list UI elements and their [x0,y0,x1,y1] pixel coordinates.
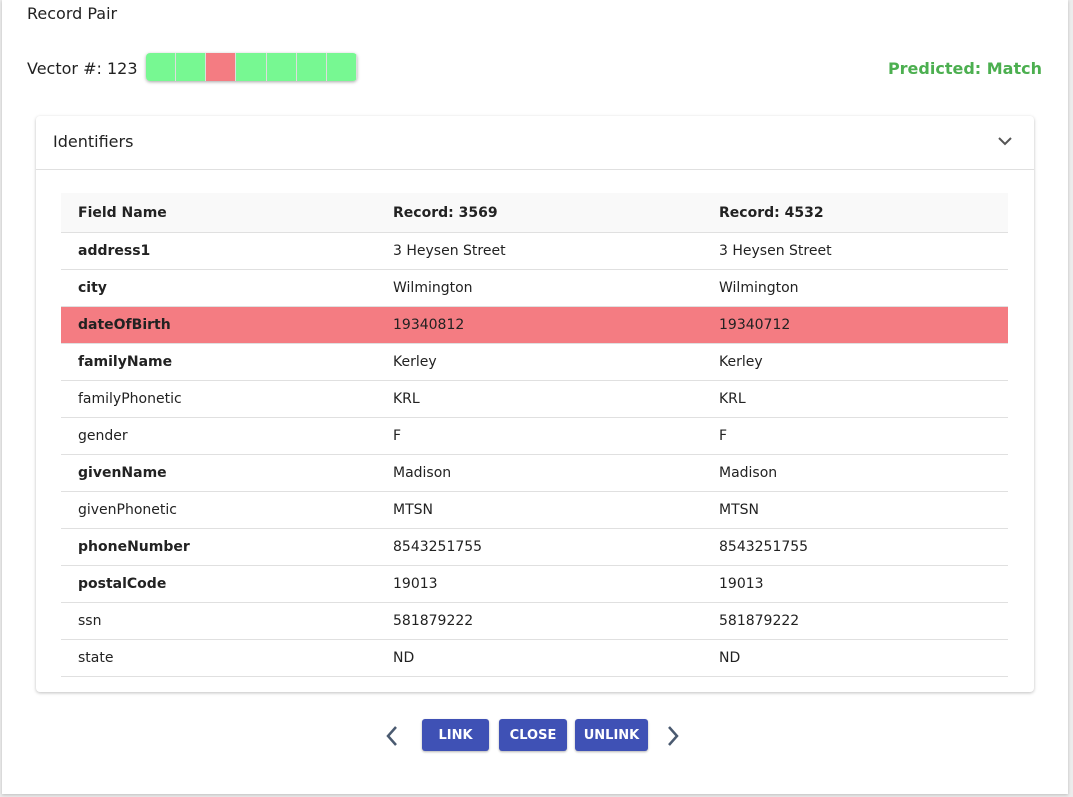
table-cell: 3 Heysen Street [719,243,832,259]
table-cell: 19340812 [393,317,465,333]
table-cell: 581879222 [719,613,800,629]
table-cell: city [78,280,107,296]
table-row: dateOfBirth 19340812 19340712 [61,307,1008,344]
prediction: Predicted: Match [887,59,1042,78]
table-cell: F [393,428,402,444]
table-cell: 19340712 [719,317,791,333]
table: Field Name Record: 3569 Record: 4532 addres… [61,193,1008,677]
vector-segment [326,53,357,81]
identifiers-panel: Identifiers Field Name Record: 3569 Record… [36,116,1034,692]
column-header: Field Name [78,205,167,221]
table-row: state ND ND [61,640,1008,677]
next-arrow[interactable] [665,725,681,747]
vector-segment [176,53,207,81]
table-cell: address1 [78,243,151,259]
table-row: familyPhonetic KRL KRL [61,381,1008,418]
table-cell: MTSN [393,502,433,518]
vector-segment [296,53,327,81]
table-cell: givenPhonetic [78,502,177,518]
divider [36,169,1034,170]
prev-arrow[interactable] [384,725,400,747]
table-cell: 3 Heysen Street [393,243,506,259]
table-row: postalCode 19013 19013 [61,566,1008,603]
table-cell: ND [393,650,415,666]
table-cell: Madison [719,465,778,481]
table-cell: gender [78,428,128,444]
table-row: givenName Madison Madison [61,455,1008,492]
table-row: address1 3 Heysen Street 3 Heysen Street [61,233,1008,270]
table-cell: Wilmington [719,280,799,296]
table-cell: familyPhonetic [78,391,182,407]
column-header: Record: 3569 [393,205,498,221]
table-row: ssn 581879222 581879222 [61,603,1008,640]
table-cell: 19013 [719,576,764,592]
action-button[interactable]: CLOSE [499,719,567,751]
action-button[interactable]: UNLINK [575,719,648,751]
table-cell: KRL [393,391,420,407]
chevron[interactable] [998,136,1012,146]
table-cell: dateOfBirth [78,317,171,333]
table-row: city Wilmington Wilmington [61,270,1008,307]
column-header: Record: 4532 [719,205,824,221]
table-row: gender F F [61,418,1008,455]
action-button[interactable]: LINK [422,719,489,751]
table-cell: KRL [719,391,746,407]
table-cell: phoneNumber [78,539,190,555]
table-cell: Madison [393,465,452,481]
table-cell: postalCode [78,576,167,592]
page-title: Record Pair [27,4,118,23]
table-cell: 19013 [393,576,438,592]
table-cell: Wilmington [393,280,473,296]
vector-segment [266,53,297,81]
table-row: familyName Kerley Kerley [61,344,1008,381]
vector-segment [236,53,267,81]
table-cell: ssn [78,613,102,629]
vector-segment [206,53,237,81]
vector-label: Vector #: 123 [27,59,138,78]
table-header: Field Name Record: 3569 Record: 4532 [61,193,1008,233]
table-cell: ND [719,650,741,666]
table-row: phoneNumber 8543251755 8543251755 [61,529,1008,566]
table-cell: Kerley [393,354,437,370]
table-cell: MTSN [719,502,759,518]
table-cell: F [719,428,728,444]
table-cell: 8543251755 [393,539,483,555]
table-row: givenPhonetic MTSN MTSN [61,492,1008,529]
table-cell: familyName [78,354,173,370]
table-cell: state [78,650,114,666]
table-cell: 581879222 [393,613,474,629]
table-cell: Kerley [719,354,763,370]
vector-bar [146,53,357,81]
vector-segment [146,53,177,81]
table-cell: 8543251755 [719,539,809,555]
panel-title[interactable]: Identifiers [53,132,134,151]
table-cell: givenName [78,465,167,481]
